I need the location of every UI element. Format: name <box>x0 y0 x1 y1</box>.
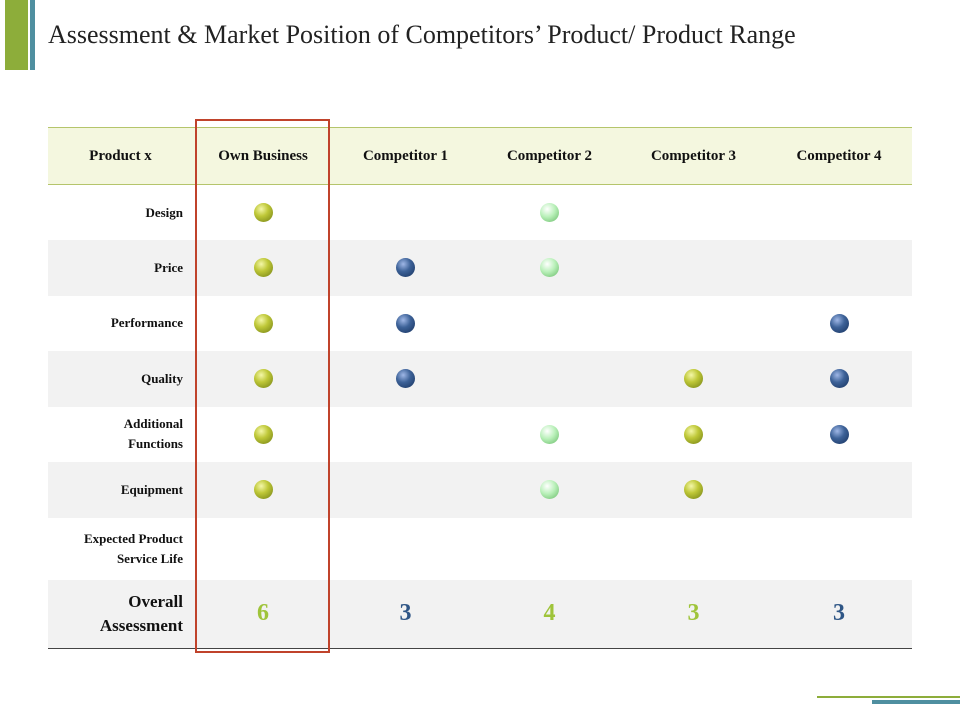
label-line: Additional <box>123 416 183 432</box>
table-cell <box>333 296 478 352</box>
table-cell <box>478 407 621 463</box>
table-cell <box>333 407 478 463</box>
table-cell <box>766 240 912 296</box>
table-row: Additional Functions <box>48 407 912 463</box>
score-competitor-3: 3 <box>621 579 766 649</box>
table-cell <box>766 351 912 407</box>
navy-rating-dot-icon <box>829 369 849 389</box>
score-value: 4 <box>543 600 556 627</box>
table-row: Design <box>48 185 912 241</box>
header-competitor-2: Competitor 2 <box>478 127 621 185</box>
navy-rating-dot-icon <box>829 313 849 333</box>
score-competitor-2: 4 <box>478 579 621 649</box>
row-label-performance: Performance <box>110 315 183 331</box>
olive-rating-dot-icon <box>253 480 273 500</box>
row-label-quality: Quality <box>48 351 193 407</box>
header-competitor-3: Competitor 3 <box>621 127 766 185</box>
mint-rating-dot-icon <box>540 480 559 500</box>
table-cell <box>193 407 333 463</box>
table-cell <box>333 240 478 296</box>
olive-rating-dot-icon <box>684 480 703 500</box>
table-cell <box>193 462 333 518</box>
table-cell <box>333 351 478 407</box>
table-row: Performance <box>48 296 912 352</box>
header-competitor-4: Competitor 4 <box>766 127 912 185</box>
table-cell <box>193 296 333 352</box>
table-row: Quality <box>48 351 912 407</box>
overall-assessment-label: Overall Assessment <box>48 579 193 649</box>
row-label-additional-functions: Additional Functions <box>48 407 193 463</box>
mint-rating-dot-icon <box>540 203 559 222</box>
table-row: Price <box>48 240 912 296</box>
row-label-design: Design <box>145 204 183 220</box>
mint-rating-dot-icon <box>540 424 559 444</box>
table-cell <box>478 296 621 352</box>
table-cell <box>333 462 478 518</box>
score-competitor-1: 3 <box>333 579 478 649</box>
table-cell <box>333 518 478 580</box>
score-own-business: 6 <box>193 579 333 649</box>
mint-rating-dot-icon <box>540 258 559 278</box>
page-title: Assessment & Market Position of Competit… <box>48 20 796 49</box>
overall-assessment-row: Overall Assessment 6 3 4 3 3 <box>48 579 912 649</box>
title-accent-bar <box>5 0 28 70</box>
olive-rating-dot-icon <box>684 424 703 444</box>
table-cell <box>766 185 912 241</box>
table-cell <box>193 240 333 296</box>
own-business-highlight-frame <box>195 119 330 653</box>
footer-accent-line <box>817 696 960 698</box>
title-accent-stripe <box>30 0 35 70</box>
row-label-price: Price <box>48 240 193 296</box>
row-label-expected-service-life: Expected Product Service Life <box>48 518 193 580</box>
table-cell <box>621 518 766 580</box>
table-cell <box>193 351 333 407</box>
label-line: Overall <box>128 591 183 611</box>
table-cell <box>478 185 621 241</box>
olive-rating-dot-icon <box>684 369 703 389</box>
header-competitor-1: Competitor 1 <box>333 127 478 185</box>
table-cell <box>621 185 766 241</box>
table-cell <box>478 240 621 296</box>
table-cell <box>766 518 912 580</box>
label-line: Expected Product <box>83 530 183 546</box>
table-cell <box>193 185 333 241</box>
header-own-business: Own Business <box>193 127 333 185</box>
table-cell <box>478 518 621 580</box>
olive-rating-dot-icon <box>253 258 273 278</box>
label-line: Functions <box>128 436 183 452</box>
table-cell <box>333 185 478 241</box>
label-line: Assessment <box>99 615 183 635</box>
table-cell <box>621 351 766 407</box>
olive-rating-dot-icon <box>253 313 273 333</box>
score-competitor-4: 3 <box>766 579 912 649</box>
table-header-row: Product x Own Business Competitor 1 Comp… <box>48 127 912 185</box>
assessment-table: Product x Own Business Competitor 1 Comp… <box>48 127 912 649</box>
row-label-equipment: Equipment <box>48 462 193 518</box>
table-cell <box>621 240 766 296</box>
table-cell <box>766 462 912 518</box>
navy-rating-dot-icon <box>396 313 415 333</box>
score-value: 3 <box>833 600 845 627</box>
table-cell <box>766 407 912 463</box>
header-product-x: Product x <box>48 127 193 185</box>
table-row: Equipment <box>48 462 912 518</box>
footer-accent-bar <box>872 700 960 704</box>
navy-rating-dot-icon <box>396 258 415 278</box>
table-row: Expected Product Service Life <box>48 518 912 580</box>
navy-rating-dot-icon <box>829 424 849 444</box>
table-cell <box>621 296 766 352</box>
table-cell <box>478 351 621 407</box>
table-cell <box>621 407 766 463</box>
score-value: 3 <box>687 600 700 627</box>
label-line: Service Life <box>116 550 183 566</box>
score-value: 6 <box>257 600 269 627</box>
table-cell <box>478 462 621 518</box>
table-cell <box>766 296 912 352</box>
navy-rating-dot-icon <box>396 369 415 389</box>
table-cell <box>621 462 766 518</box>
olive-rating-dot-icon <box>253 369 273 389</box>
olive-rating-dot-icon <box>253 424 273 444</box>
score-value: 3 <box>399 600 412 627</box>
olive-rating-dot-icon <box>253 203 273 222</box>
